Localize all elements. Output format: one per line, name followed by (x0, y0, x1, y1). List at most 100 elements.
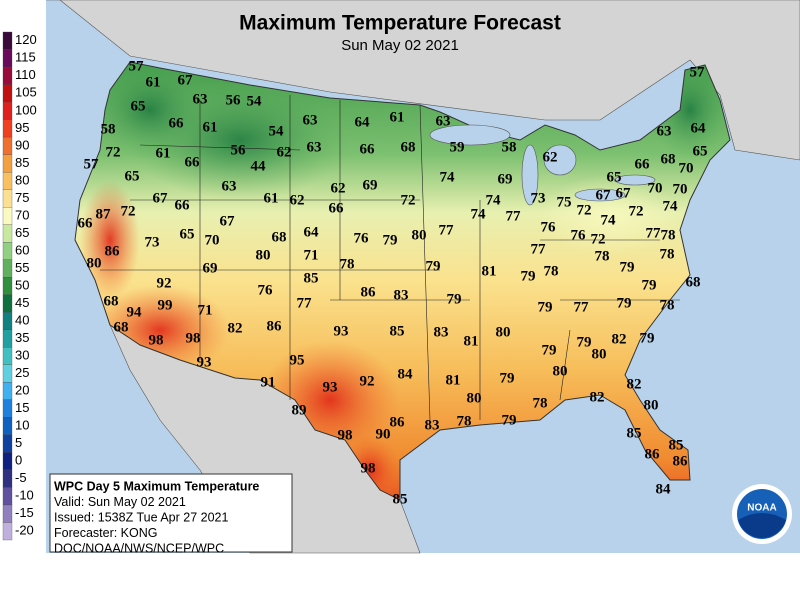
legend-swatch (2, 312, 13, 330)
temperature-label: 64 (355, 114, 371, 130)
info-line: Issued: 1538Z Tue Apr 27 2021 (54, 510, 228, 524)
temperature-label: 79 (577, 334, 592, 350)
temperature-label: 64 (304, 224, 320, 240)
temperature-label: 75 (557, 194, 572, 210)
legend-label: 80 (15, 172, 29, 187)
temperature-label: 67 (153, 190, 169, 206)
legend-label: 50 (15, 277, 29, 292)
temperature-label: 66 (360, 141, 376, 157)
temperature-label: 66 (329, 200, 345, 216)
legend-label: 55 (15, 260, 29, 275)
legend-label: 10 (15, 418, 29, 433)
temperature-label: 85 (390, 323, 405, 339)
temperature-label: 83 (434, 324, 449, 340)
temperature-label: 66 (175, 197, 191, 213)
legend-swatch (2, 84, 13, 103)
temperature-label: 70 (648, 180, 663, 196)
legend-label: -5 (15, 470, 27, 485)
temperature-label: 79 (447, 291, 462, 307)
temperature-label: 80 (496, 324, 511, 340)
temperature-label: 65 (693, 143, 708, 159)
temperature-label: 94 (127, 304, 143, 320)
temperature-label: 63 (222, 178, 237, 194)
temperature-label: 61 (156, 145, 171, 161)
temperature-label: 93 (323, 379, 338, 395)
legend-label: 115 (15, 50, 36, 65)
temperature-label: 79 (538, 299, 553, 315)
legend-swatch (2, 329, 13, 348)
temperature-label: 66 (635, 156, 651, 172)
temperature-label: 68 (686, 274, 701, 290)
temperature-label: 71 (304, 247, 319, 263)
temperature-label: 85 (304, 270, 319, 286)
temperature-label: 65 (125, 168, 140, 184)
temperature-label: 73 (145, 234, 160, 250)
temperature-label: 72 (106, 144, 121, 160)
temperature-label: 71 (198, 302, 213, 318)
temperature-label: 68 (401, 139, 416, 155)
temperature-label: 80 (592, 346, 607, 362)
logo-text: NOAA (747, 503, 776, 514)
temperature-label: 79 (502, 412, 517, 428)
state-borders (100, 95, 680, 421)
legend-label: 70 (15, 207, 29, 222)
temperature-label: 79 (500, 370, 515, 386)
legend-label: 65 (15, 225, 29, 240)
legend-label: 95 (15, 120, 29, 135)
temperature-label: 69 (203, 260, 218, 276)
temperature-label: 77 (439, 222, 455, 238)
temperature-label: 84 (656, 481, 672, 497)
canada (0, 0, 800, 161)
temperature-label: 62 (290, 192, 305, 208)
temperature-label: 92 (360, 373, 375, 389)
temperature-label: 78 (660, 297, 675, 313)
temperature-label: 56 (231, 142, 247, 158)
temperature-label: 85 (393, 491, 408, 507)
temperature-label: 98 (338, 427, 353, 443)
temperature-label: 73 (531, 190, 546, 206)
temperature-label: 57 (690, 64, 706, 80)
temperature-label: 63 (193, 91, 208, 107)
temperature-label: 62 (543, 149, 558, 165)
temperature-label: 80 (467, 390, 482, 406)
temperature-label: 59 (450, 139, 465, 155)
temperature-label: 69 (498, 171, 513, 187)
temperature-label: 80 (644, 397, 659, 413)
temperature-label: 86 (673, 453, 689, 469)
legend-label: 30 (15, 348, 29, 363)
temperature-label: 77 (506, 208, 522, 224)
info-line: Valid: Sun May 02 2021 (54, 495, 186, 509)
info-line: DOC/NOAA/NWS/NCEP/WPC (54, 541, 224, 555)
temperature-label: 74 (440, 169, 456, 185)
temperature-label: 78 (544, 263, 559, 279)
legend-label: 15 (15, 400, 29, 415)
temperature-label: 80 (412, 227, 427, 243)
temperature-label: 70 (205, 232, 220, 248)
temperature-label: 66 (169, 115, 185, 131)
legend-label: 75 (15, 190, 29, 205)
temperature-label: 79 (383, 232, 398, 248)
temperature-label: 95 (290, 352, 305, 368)
temperature-label: 81 (464, 333, 479, 349)
temperature-label: 63 (307, 139, 322, 155)
info-box (49, 473, 293, 553)
temperature-label: 65 (607, 169, 622, 185)
temperature-label: 72 (577, 202, 592, 218)
temperature-label: 76 (354, 230, 370, 246)
legend-swatch (2, 399, 13, 418)
temperature-label: 65 (180, 226, 195, 242)
temperature-label: 63 (657, 123, 672, 139)
legend-swatch (2, 242, 13, 260)
temperature-label: 70 (679, 160, 694, 176)
temperature-label: 77 (297, 295, 313, 311)
temperature-label: 61 (264, 190, 279, 206)
temperature-label: 98 (186, 330, 201, 346)
temperature-label: 78 (533, 395, 548, 411)
temperature-label: 66 (185, 154, 201, 170)
temperature-label: 87 (96, 206, 112, 222)
temperature-label: 61 (203, 119, 218, 135)
legend-label: 110 (15, 67, 36, 82)
color-legend: 1201151101051009590858075706560555045403… (2, 31, 37, 541)
temperature-label: 79 (617, 295, 632, 311)
